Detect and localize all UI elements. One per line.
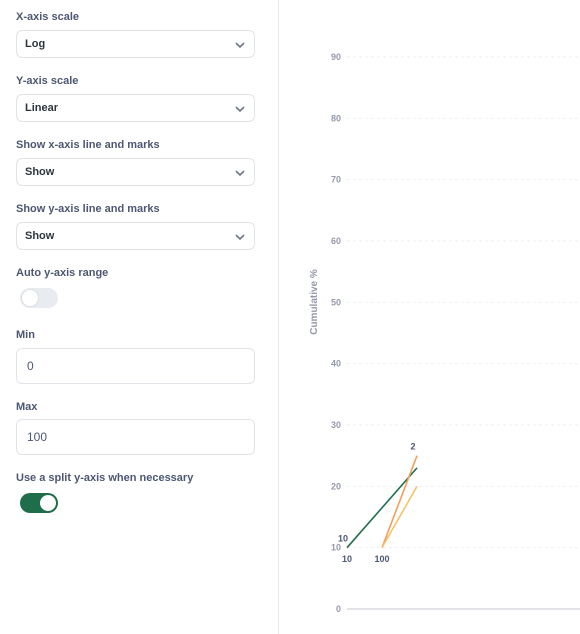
show-x-axis-value: Show	[25, 166, 55, 178]
min-input[interactable]	[16, 348, 255, 384]
data-label: 2	[410, 442, 415, 452]
show-y-axis-label: Show y-axis line and marks	[16, 203, 160, 215]
y-axis-scale-value: Linear	[25, 102, 59, 114]
y-tick-label: 10	[331, 543, 341, 553]
chevron-down-icon	[235, 106, 245, 113]
x-axis-scale-value: Log	[25, 38, 46, 50]
toggle-knob	[40, 495, 56, 511]
max-label: Max	[16, 401, 38, 413]
series-line	[346, 467, 418, 549]
y-tick-label: 60	[331, 236, 341, 246]
chevron-down-icon	[235, 42, 245, 49]
x-axis-scale-label: X-axis scale	[16, 11, 79, 23]
split-y-axis-label: Use a split y-axis when necessary	[16, 472, 194, 484]
split-y-axis-toggle[interactable]	[20, 493, 58, 513]
y-tick-label: 20	[331, 481, 341, 491]
min-label: Min	[16, 329, 35, 341]
y-tick-label: 80	[331, 113, 341, 123]
x-tick-label: 10	[342, 554, 352, 564]
max-input[interactable]	[16, 419, 255, 455]
line-chart: 0 10 20 30 40 50 60 70 80 90 Cumulative % 10 100 1…	[309, 52, 580, 614]
chevron-down-icon	[235, 234, 245, 241]
show-x-axis-select[interactable]: Show	[16, 158, 255, 186]
y-tick-label: 0	[336, 604, 341, 614]
chevron-down-icon	[235, 170, 245, 177]
series-line	[381, 455, 418, 548]
series-line	[381, 485, 418, 549]
show-y-axis-value: Show	[25, 230, 55, 242]
show-x-axis-label: Show x-axis line and marks	[16, 139, 160, 151]
auto-y-range-toggle[interactable]	[20, 288, 58, 308]
y-tick-label: 90	[331, 52, 341, 62]
y-axis-scale-select[interactable]: Linear	[16, 94, 255, 122]
y-tick-label: 40	[331, 359, 341, 369]
show-y-axis-select[interactable]: Show	[16, 222, 255, 250]
y-tick-label: 30	[331, 420, 341, 430]
y-axis-label: Cumulative %	[309, 269, 320, 335]
x-tick-label: 100	[374, 554, 389, 564]
data-label: 10	[338, 534, 348, 544]
x-axis-scale-select[interactable]: Log	[16, 30, 255, 58]
auto-y-range-label: Auto y-axis range	[16, 267, 109, 279]
y-axis-scale-label: Y-axis scale	[16, 75, 79, 87]
y-tick-label: 70	[331, 175, 341, 185]
settings-sidebar: X-axis scale Log Y-axis scale Linear Sho…	[0, 0, 279, 634]
toggle-knob	[22, 290, 38, 306]
y-tick-label: 50	[331, 297, 341, 307]
